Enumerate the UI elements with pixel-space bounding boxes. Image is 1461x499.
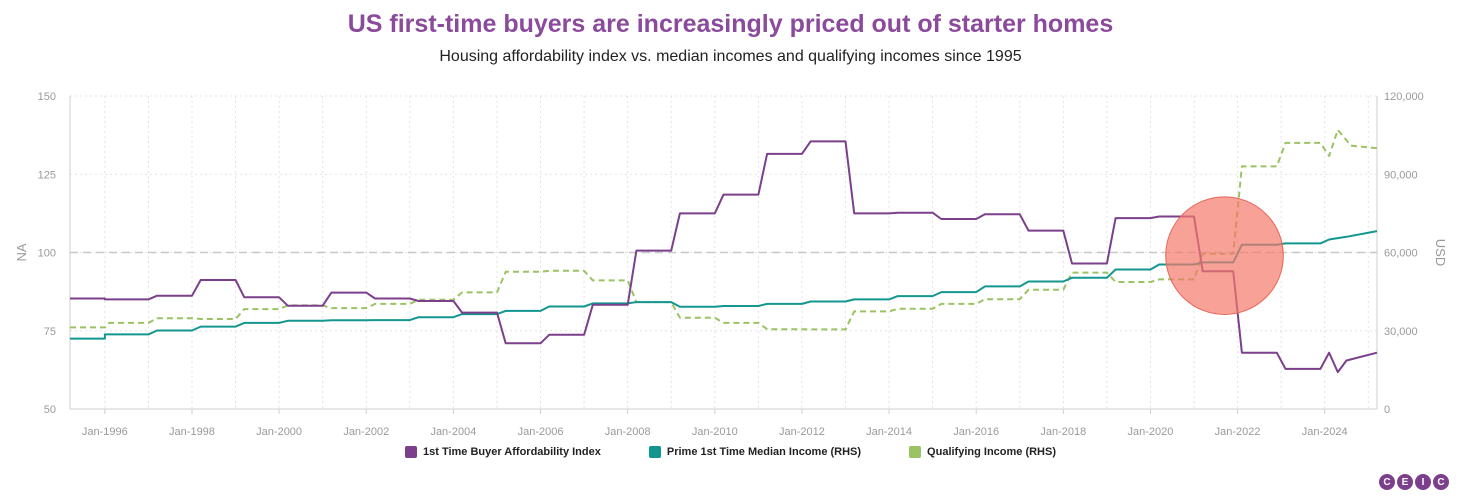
y-left-tick-label: 125: [38, 169, 56, 181]
x-tick-label: Jan-2012: [779, 426, 825, 438]
logo-letter: C: [1379, 474, 1395, 490]
legend-swatch-affordability: [404, 446, 417, 458]
x-tick-label: Jan-2020: [1128, 426, 1174, 438]
x-tick-label: Jan-2006: [518, 426, 564, 438]
chart-subtitle: Housing affordability index vs. median i…: [439, 48, 1022, 65]
logo-letter: C: [1433, 474, 1449, 490]
x-tick-label: Jan-2010: [692, 426, 738, 438]
legend-label-affordability: 1st Time Buyer Affordability Index: [422, 446, 601, 458]
chart-legend: 1st Time Buyer Affordability Index Prime…: [0, 446, 1461, 458]
ceic-logo: C E I C: [1379, 474, 1449, 490]
x-tick-label: Jan-2022: [1215, 426, 1261, 438]
y-left-axis-title: NA: [14, 243, 29, 261]
y-right-tick-label: 60,000: [1384, 248, 1418, 260]
x-tick-label: Jan-1998: [169, 426, 215, 438]
legend-label-qualifying-income: Qualifying Income (RHS): [927, 446, 1057, 458]
logo-letter: E: [1397, 474, 1413, 490]
legend-label-median-income: Prime 1st Time Median Income (RHS): [666, 446, 862, 458]
y-left-tick-label: 150: [38, 91, 56, 103]
line-chart: 50 75 100 125 150 0 30,000 60,000 90,000 120,000 J…: [14, 91, 1448, 438]
y-left-tick-label: 100: [38, 248, 56, 260]
y-right-axis-title: USD: [1433, 239, 1448, 266]
highlight-circle: [1165, 196, 1284, 315]
x-tick-label: Jan-2018: [1040, 426, 1086, 438]
chart-title: US first-time buyers are increasingly pr…: [347, 10, 1114, 38]
legend-item-affordability[interactable]: 1st Time Buyer Affordability Index: [404, 446, 601, 458]
x-tick-label: Jan-2004: [430, 426, 476, 438]
median-income-series-line: [70, 230, 1378, 340]
x-tick-label: Jan-2008: [605, 426, 651, 438]
legend-swatch-qualifying-income: [909, 446, 922, 458]
x-tick-label: Jan-2024: [1302, 426, 1348, 438]
legend-swatch-median-income: [648, 446, 661, 458]
x-tick-label: Jan-1996: [82, 426, 128, 438]
y-right-tick-label: 30,000: [1384, 326, 1418, 338]
y-left-tick-label: 75: [44, 326, 56, 338]
x-tick-label: Jan-2000: [256, 426, 302, 438]
x-tick-label: Jan-2002: [343, 426, 389, 438]
y-right-tick-label: 0: [1384, 404, 1390, 416]
legend-item-qualifying-income[interactable]: Qualifying Income (RHS): [909, 446, 1056, 458]
y-right-tick-label: 120,000: [1384, 91, 1424, 103]
y-right-tick-label: 90,000: [1384, 169, 1418, 181]
x-tick-label: Jan-2016: [953, 426, 999, 438]
x-tick-label: Jan-2014: [866, 426, 912, 438]
legend-item-median-income[interactable]: Prime 1st Time Median Income (RHS): [648, 446, 862, 458]
logo-letter: I: [1415, 474, 1431, 490]
y-left-tick-label: 50: [44, 404, 56, 416]
